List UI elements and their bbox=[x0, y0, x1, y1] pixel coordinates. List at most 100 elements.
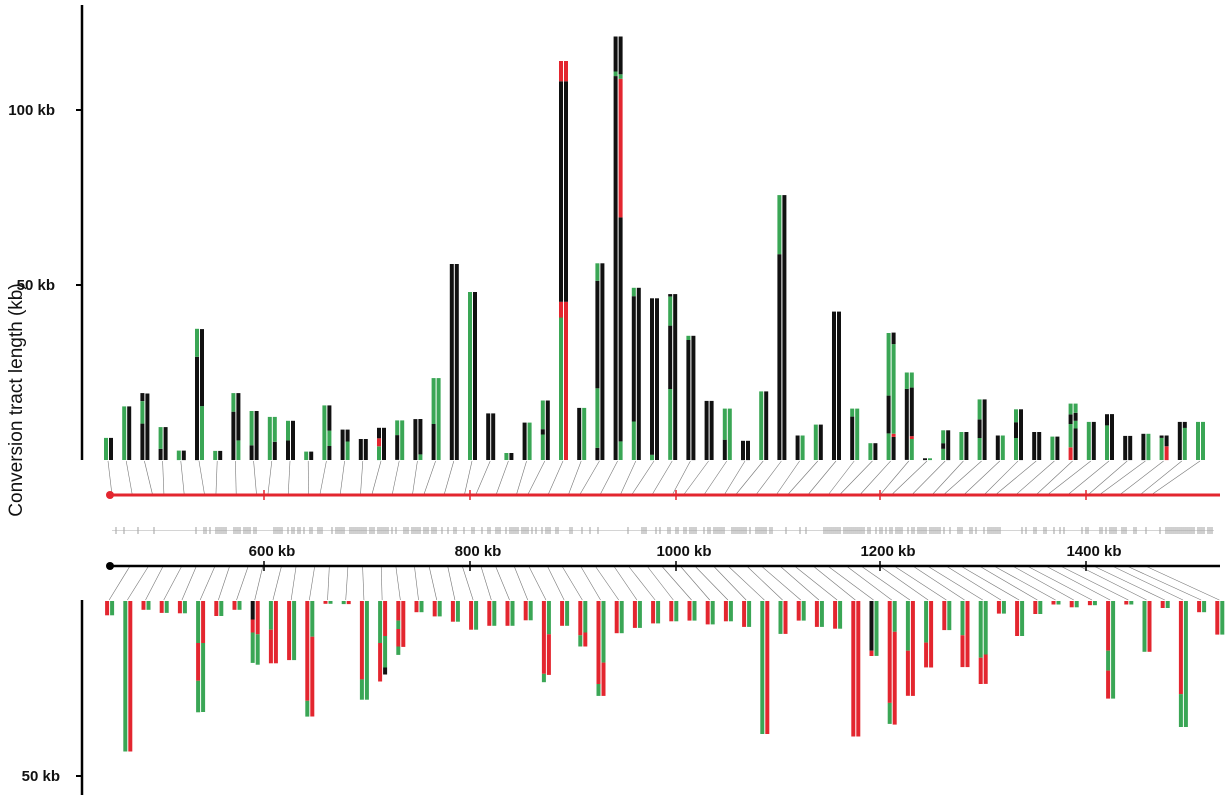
bottom-connector-8 bbox=[254, 565, 264, 601]
top-bar-9b-seg-1 bbox=[272, 416, 277, 442]
top-bar-58b-seg-0 bbox=[1164, 446, 1169, 461]
top-bar-52a-seg-0 bbox=[1050, 436, 1055, 460]
top-bar-53b-seg-3 bbox=[1073, 403, 1078, 413]
bot-bar-23a-seg-0 bbox=[523, 601, 528, 621]
bot-bar-29b-seg-0 bbox=[637, 601, 642, 628]
top-bar-8a-seg-0 bbox=[249, 445, 254, 460]
bottom-connector-39 bbox=[779, 565, 820, 601]
top-bar-32a-seg-1 bbox=[686, 335, 691, 340]
top-connector-39 bbox=[787, 460, 819, 496]
bot-bar-59a-seg-1 bbox=[1178, 694, 1183, 727]
top-connector-42 bbox=[839, 460, 873, 496]
top-bar-28a-seg-1 bbox=[613, 71, 618, 76]
bot-bar-5a-seg-2 bbox=[196, 680, 201, 713]
top-bar-4b-seg-0 bbox=[181, 450, 186, 461]
top-bar-18b-seg-0 bbox=[436, 378, 441, 460]
bottom-connector-5 bbox=[199, 565, 216, 601]
top-bar-29a-seg-0 bbox=[631, 421, 636, 460]
top-bar-26a-seg-0 bbox=[577, 407, 582, 460]
bot-bar-46b-seg-0 bbox=[947, 601, 952, 631]
top-connector-29 bbox=[619, 460, 637, 496]
top-bar-7a-seg-0 bbox=[231, 411, 236, 460]
bot-bar-22b-seg-0 bbox=[510, 601, 515, 626]
top-connector-15 bbox=[371, 460, 382, 496]
bottom-connector-26 bbox=[561, 565, 583, 601]
bottom-connector-15 bbox=[380, 565, 383, 601]
bottom-connector-40 bbox=[794, 565, 838, 601]
bot-bar-34b-seg-0 bbox=[728, 601, 733, 622]
bottom-connector-42 bbox=[827, 565, 874, 601]
top-bar-16b-seg-0 bbox=[400, 420, 405, 460]
bot-bar-31b-seg-0 bbox=[674, 601, 679, 622]
bot-bar-29a-seg-0 bbox=[632, 601, 637, 628]
top-bar-10a-seg-1 bbox=[286, 420, 290, 441]
top-connector-59 bbox=[1139, 460, 1182, 496]
bottom-connector-50 bbox=[960, 565, 1020, 601]
bot-bar-59a-seg-0 bbox=[1178, 601, 1183, 695]
top-connector-22 bbox=[495, 460, 509, 496]
bot-bar-2a-seg-0 bbox=[141, 601, 146, 610]
bot-bar-56a-seg-0 bbox=[1124, 601, 1129, 605]
top-bar-15a-seg-0 bbox=[377, 446, 381, 461]
top-bar-49a-seg-0 bbox=[995, 435, 1000, 460]
y-axis-label: Conversion tract length (kb) bbox=[6, 283, 27, 516]
bottom-connector-58 bbox=[1093, 565, 1165, 601]
top-bar-53b-seg-2 bbox=[1073, 412, 1078, 421]
top-bar-59a-seg-0 bbox=[1177, 421, 1182, 460]
top-bar-7a-seg-1 bbox=[231, 393, 236, 412]
top-bar-59b-seg-1 bbox=[1182, 421, 1187, 428]
top-bar-0a-seg-0 bbox=[104, 437, 108, 460]
top-connector-54 bbox=[1047, 460, 1091, 496]
top-bar-43a-seg-0 bbox=[886, 433, 891, 460]
top-connector-41 bbox=[827, 460, 855, 496]
top-bar-43a-seg-1 bbox=[886, 395, 891, 434]
top-connector-45 bbox=[891, 460, 928, 496]
top-connector-44 bbox=[879, 460, 910, 496]
bot-bar-11b-seg-0 bbox=[310, 601, 315, 637]
bot-bar-57b-seg-0 bbox=[1147, 601, 1152, 652]
top-bar-7b-seg-0 bbox=[236, 440, 241, 460]
top-bar-13b-seg-1 bbox=[345, 429, 350, 442]
bot-bar-9b-seg-0 bbox=[273, 601, 278, 664]
top-bar-14a-seg-0 bbox=[358, 439, 363, 460]
bot-bar-16a-seg-0 bbox=[396, 601, 401, 621]
top-bar-45b-seg-0 bbox=[928, 458, 932, 461]
top-bar-29a-seg-2 bbox=[631, 287, 636, 297]
top-bar-55a-seg-0 bbox=[1105, 425, 1109, 460]
bottom-connector-22 bbox=[495, 565, 510, 601]
bot-bar-15a-seg-0 bbox=[378, 601, 383, 643]
top-bar-31a-seg-0 bbox=[668, 388, 673, 460]
top-connector-17 bbox=[412, 460, 418, 496]
bot-bar-45b-seg-0 bbox=[929, 601, 934, 668]
bot-bar-54b-seg-0 bbox=[1092, 601, 1097, 606]
bot-bar-39b-seg-0 bbox=[819, 601, 824, 627]
top-bar-27b-seg-0 bbox=[600, 263, 605, 460]
bot-bar-32b-seg-0 bbox=[692, 601, 697, 621]
bot-bar-2b-seg-0 bbox=[146, 601, 151, 610]
top-bar-30b-seg-0 bbox=[655, 298, 659, 460]
top-bar-44a-seg-0 bbox=[904, 388, 909, 460]
bot-bar-43b-seg-0 bbox=[892, 601, 897, 632]
bot-bar-43b-seg-1 bbox=[892, 631, 897, 725]
bottom-connector-25 bbox=[547, 565, 565, 601]
top-bar-25b-seg-1 bbox=[564, 81, 568, 302]
bot-bar-48a-seg-0 bbox=[978, 601, 983, 658]
bot-bar-15b-seg-1 bbox=[383, 636, 388, 668]
top-bar-10b-seg-0 bbox=[291, 420, 295, 460]
top-y-tick-label-1: 100 kb bbox=[8, 102, 55, 119]
top-bar-37b-seg-0 bbox=[782, 195, 787, 460]
top-bar-59b-seg-0 bbox=[1182, 427, 1187, 460]
top-bar-31a-seg-2 bbox=[668, 296, 673, 326]
bot-bar-53b-seg-0 bbox=[1074, 601, 1079, 608]
top-connector-0 bbox=[107, 460, 113, 496]
bot-bar-40b-seg-0 bbox=[838, 601, 843, 629]
top-y-tick-label-0: 50 kb bbox=[17, 277, 55, 294]
top-connector-46 bbox=[911, 460, 946, 496]
bottom-connector-6 bbox=[218, 565, 230, 601]
top-bar-6a-seg-0 bbox=[213, 450, 218, 460]
bottom-connector-30 bbox=[628, 565, 656, 601]
bot-bar-36b-seg-0 bbox=[765, 601, 770, 734]
bot-bar-14b-seg-0 bbox=[364, 601, 369, 700]
bottom-connector-49 bbox=[945, 565, 1002, 601]
top-connector-49 bbox=[963, 460, 1001, 496]
